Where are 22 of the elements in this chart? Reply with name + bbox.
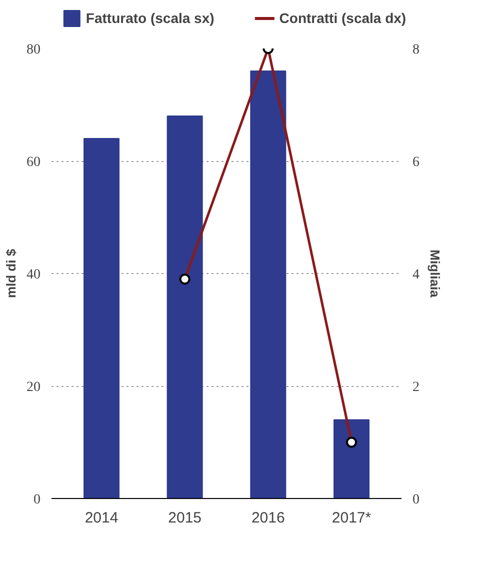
y2-tick-label: 0: [412, 492, 420, 508]
y2-tick-label: 4: [412, 268, 420, 282]
y-tick-label: 60: [26, 155, 40, 170]
y2-axis-title: Migliaia: [428, 250, 442, 298]
y-tick-label: 40: [26, 268, 40, 282]
bar: [334, 419, 370, 498]
bar: [84, 138, 120, 498]
x-tick-label: 2016: [251, 510, 285, 526]
y-tick-label: 80: [26, 42, 40, 58]
y2-tick-label: 6: [412, 155, 420, 170]
legend-label: Contratti (scala dx): [279, 10, 406, 26]
legend-label: Fatturato (scala sx): [86, 10, 214, 26]
x-tick-label: 2015: [168, 510, 202, 526]
x-tick-label: 2017*: [332, 510, 372, 526]
bar: [166, 116, 203, 498]
y2-tick-label: 2: [412, 380, 420, 395]
y-tick-label: 20: [26, 380, 40, 395]
y-tick-label: 0: [34, 492, 40, 508]
y2-tick-label: 8: [412, 42, 420, 58]
x-tick-label: 2014: [84, 510, 118, 526]
bar: [250, 70, 286, 498]
y-axis-title: mld di $: [4, 248, 18, 298]
